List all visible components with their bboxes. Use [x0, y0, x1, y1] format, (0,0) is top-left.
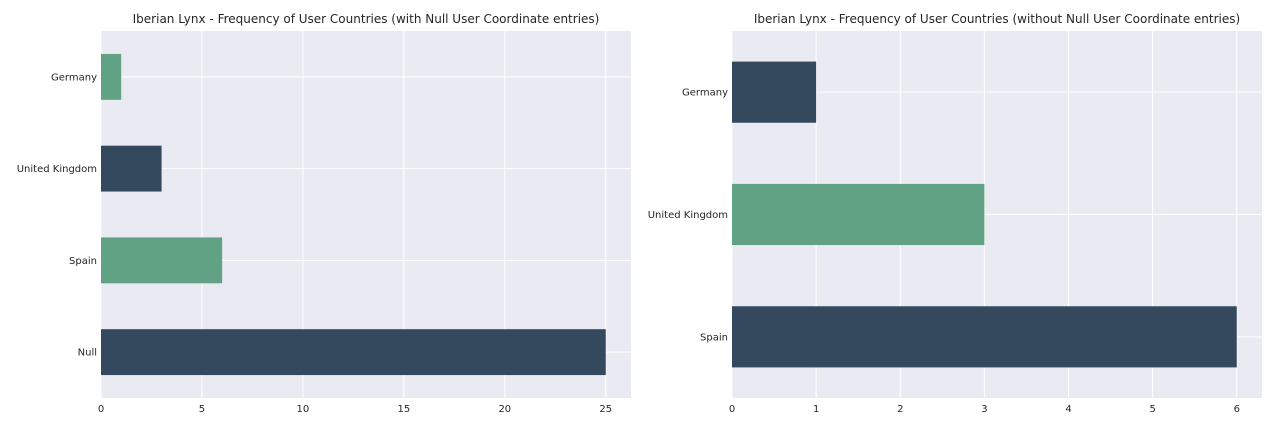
y-tick-label: Germany: [51, 72, 97, 83]
x-tick-label: 4: [1065, 404, 1071, 415]
bar-germany: [732, 61, 817, 123]
y-tick-label: United Kingdom: [648, 210, 728, 221]
x-tick-label: 2: [897, 404, 903, 415]
bar-null: [101, 329, 606, 376]
bar-spain: [732, 306, 1237, 368]
x-tick-label: 10: [297, 404, 310, 415]
x-tick-label: 0: [729, 404, 735, 415]
x-tick-label: 3: [981, 404, 987, 415]
y-tick-label: Spain: [700, 332, 728, 343]
y-tick-label: Null: [78, 348, 97, 359]
x-tick-label: 5: [1149, 404, 1155, 415]
y-tick-label: Germany: [682, 88, 728, 99]
bar-united-kingdom: [101, 145, 162, 192]
bar-spain: [101, 237, 223, 284]
x-tick-label: 6: [1234, 404, 1240, 415]
y-tick-label: Spain: [69, 256, 97, 267]
x-tick-label: 1: [813, 404, 819, 415]
chart-title: Iberian Lynx - Frequency of User Countri…: [133, 12, 600, 26]
x-tick-label: 15: [397, 404, 410, 415]
bar-germany: [101, 53, 122, 100]
x-tick-label: 20: [498, 404, 511, 415]
x-tick-label: 25: [599, 404, 612, 415]
chart-panel-without-null: 0 1 2 3 4 5 6 Spain United Kingdom Germany Iberian…: [648, 12, 1262, 415]
chart-panel-with-null: 0 5 10 15 20 25 Null Spain United Kingdom Germany…: [17, 12, 631, 415]
x-tick-label: 5: [199, 404, 205, 415]
y-tick-label: United Kingdom: [17, 164, 97, 175]
chart-title: Iberian Lynx - Frequency of User Countri…: [754, 12, 1240, 26]
x-tick-label: 0: [98, 404, 104, 415]
bar-united-kingdom: [732, 183, 985, 246]
